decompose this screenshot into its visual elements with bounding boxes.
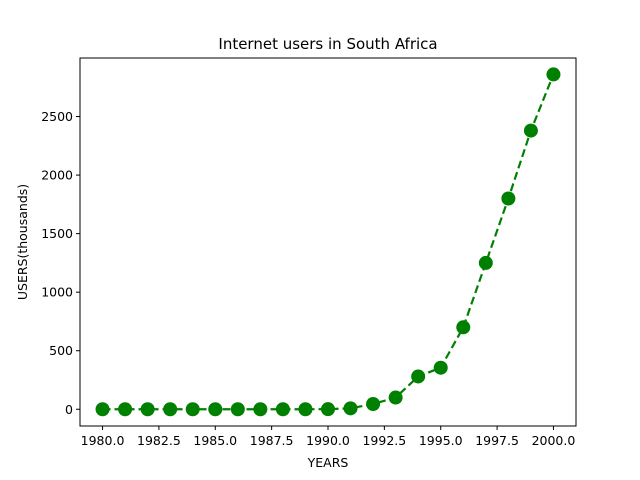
data-point <box>501 191 516 206</box>
data-point <box>95 402 110 417</box>
data-point <box>411 369 426 384</box>
y-tick-label: 500 <box>49 343 73 358</box>
chart-title: Internet users in South Africa <box>218 35 437 53</box>
y-tick-label: 2500 <box>41 109 73 124</box>
y-tick-label: 1000 <box>41 285 73 300</box>
x-tick-label: 1982.5 <box>137 433 181 448</box>
y-tick-label: 2000 <box>41 168 73 183</box>
data-point <box>275 402 290 417</box>
data-point <box>478 255 493 270</box>
data-point <box>253 402 268 417</box>
data-point <box>343 401 358 416</box>
x-axis-label: YEARS <box>307 455 349 470</box>
y-tick-label: 0 <box>65 402 73 417</box>
data-point <box>140 402 155 417</box>
data-point <box>366 396 381 411</box>
data-point <box>433 360 448 375</box>
data-point <box>230 402 245 417</box>
data-point <box>298 402 313 417</box>
data-point <box>321 402 335 417</box>
series-line <box>102 73 555 411</box>
x-tick-label: 1992.5 <box>362 433 406 448</box>
y-axis: 0 500 1000 1500 2000 2500 <box>41 109 80 417</box>
data-point <box>546 67 561 82</box>
x-tick-label: 2000.0 <box>532 433 576 448</box>
x-tick-label: 1997.5 <box>475 433 519 448</box>
data-point <box>163 402 178 417</box>
plot-series <box>95 67 561 417</box>
x-tick-label: 1987.5 <box>250 433 294 448</box>
x-tick-label: 1995.0 <box>419 433 463 448</box>
x-axis: 1980.0 1982.5 1985.0 1987.5 1990.0 1992.5 1995… <box>81 426 576 448</box>
data-point <box>388 390 403 405</box>
x-tick-label: 1980.0 <box>81 433 125 448</box>
data-point <box>118 402 133 417</box>
x-tick-label: 1990.0 <box>306 433 350 448</box>
data-point <box>456 320 471 335</box>
data-point <box>523 123 538 138</box>
x-tick-label: 1985.0 <box>193 433 237 448</box>
plot-frame <box>79 57 577 427</box>
y-axis-label: USERS(thousands) <box>15 184 30 300</box>
data-point <box>185 402 200 417</box>
y-tick-label: 1500 <box>41 226 73 241</box>
data-point <box>208 402 223 417</box>
